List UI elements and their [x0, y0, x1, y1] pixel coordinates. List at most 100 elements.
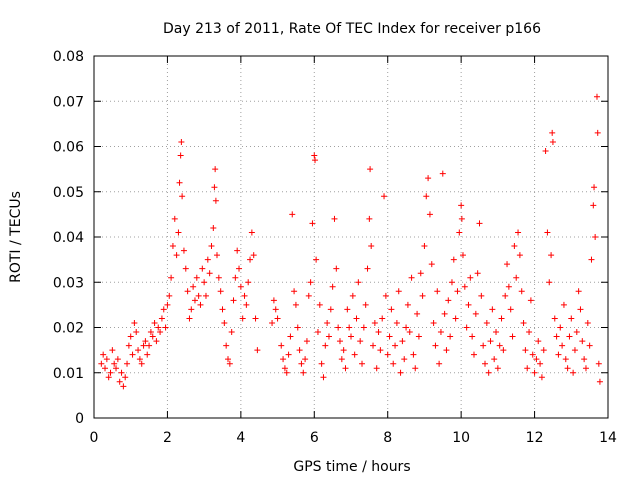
data-point — [557, 324, 564, 331]
data-point — [353, 315, 360, 322]
x-tick-label: 8 — [383, 430, 392, 446]
data-point — [373, 365, 380, 372]
data-point — [548, 252, 555, 259]
data-point — [333, 265, 340, 272]
data-point — [498, 315, 505, 322]
y-axis-label: ROTI / TECUs — [8, 191, 24, 283]
data-point — [329, 283, 336, 290]
data-point — [412, 365, 419, 372]
data-point — [586, 342, 593, 349]
data-point — [584, 319, 591, 326]
data-point — [393, 319, 400, 326]
data-point — [404, 301, 411, 308]
data-point — [278, 342, 285, 349]
y-tick-label: 0.05 — [53, 185, 84, 201]
data-point — [298, 360, 305, 367]
data-point — [197, 301, 204, 308]
data-point — [370, 342, 377, 349]
data-point — [225, 356, 232, 363]
data-point — [560, 301, 567, 308]
data-point — [502, 292, 509, 299]
data-point — [368, 243, 375, 250]
data-point — [401, 356, 408, 363]
data-point — [520, 319, 527, 326]
data-point — [270, 297, 277, 304]
data-point — [324, 319, 331, 326]
data-point — [314, 329, 321, 336]
data-point — [419, 292, 426, 299]
y-tick-label: 0.03 — [53, 275, 84, 291]
data-point — [571, 347, 578, 354]
data-point — [111, 360, 118, 367]
data-point — [351, 351, 358, 358]
x-tick-label: 12 — [526, 430, 544, 446]
data-point — [292, 301, 299, 308]
data-point — [562, 356, 569, 363]
data-point — [408, 274, 415, 281]
data-point — [388, 306, 395, 313]
data-point — [223, 342, 230, 349]
data-point — [177, 152, 184, 159]
data-point — [327, 306, 334, 313]
data-point — [232, 274, 239, 281]
data-point — [294, 324, 301, 331]
data-point — [149, 333, 156, 340]
data-point — [549, 129, 556, 136]
data-point — [158, 315, 165, 322]
data-point — [430, 319, 437, 326]
data-point — [531, 369, 538, 376]
data-point — [105, 374, 112, 381]
data-point — [395, 288, 402, 295]
data-point — [425, 175, 432, 182]
data-point — [215, 274, 222, 281]
data-point — [443, 347, 450, 354]
data-point — [318, 360, 325, 367]
data-point — [100, 351, 107, 358]
data-point — [322, 342, 329, 349]
data-point — [459, 252, 466, 259]
data-point — [157, 329, 164, 336]
data-point — [423, 193, 430, 200]
data-point — [504, 261, 511, 268]
data-point — [513, 274, 520, 281]
data-point — [359, 360, 366, 367]
data-point — [182, 265, 189, 272]
data-point — [133, 329, 140, 336]
data-point — [386, 333, 393, 340]
data-point — [195, 292, 202, 299]
x-tick-label: 2 — [163, 430, 172, 446]
data-point — [478, 292, 485, 299]
data-point — [591, 184, 598, 191]
data-point — [458, 202, 465, 209]
x-axis-label: GPS time / hours — [293, 459, 410, 475]
data-point — [307, 279, 314, 286]
data-point — [575, 288, 582, 295]
data-point — [138, 360, 145, 367]
data-point — [595, 360, 602, 367]
data-point — [542, 148, 549, 155]
data-point — [296, 347, 303, 354]
data-point — [414, 310, 421, 317]
data-point — [346, 324, 353, 331]
data-point — [500, 347, 507, 354]
data-point — [564, 365, 571, 372]
data-point — [228, 329, 235, 336]
data-point — [151, 319, 158, 326]
data-point — [124, 360, 131, 367]
data-point — [360, 324, 367, 331]
data-point — [252, 315, 259, 322]
data-point — [201, 279, 208, 286]
data-point — [285, 351, 292, 358]
data-point — [131, 319, 138, 326]
data-point — [146, 342, 153, 349]
data-point — [243, 301, 250, 308]
data-points — [98, 93, 603, 390]
data-point — [469, 333, 476, 340]
data-point — [494, 365, 501, 372]
data-point — [178, 138, 185, 145]
data-point — [336, 338, 343, 345]
data-point — [577, 306, 584, 313]
data-point — [109, 347, 116, 354]
data-point — [362, 301, 369, 308]
